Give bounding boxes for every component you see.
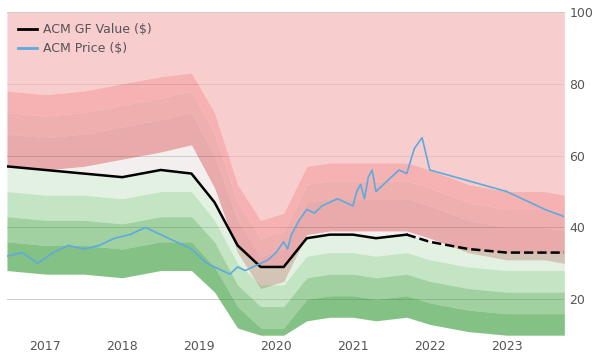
Legend: ACM GF Value ($), ACM Price ($): ACM GF Value ($), ACM Price ($) <box>13 18 157 60</box>
